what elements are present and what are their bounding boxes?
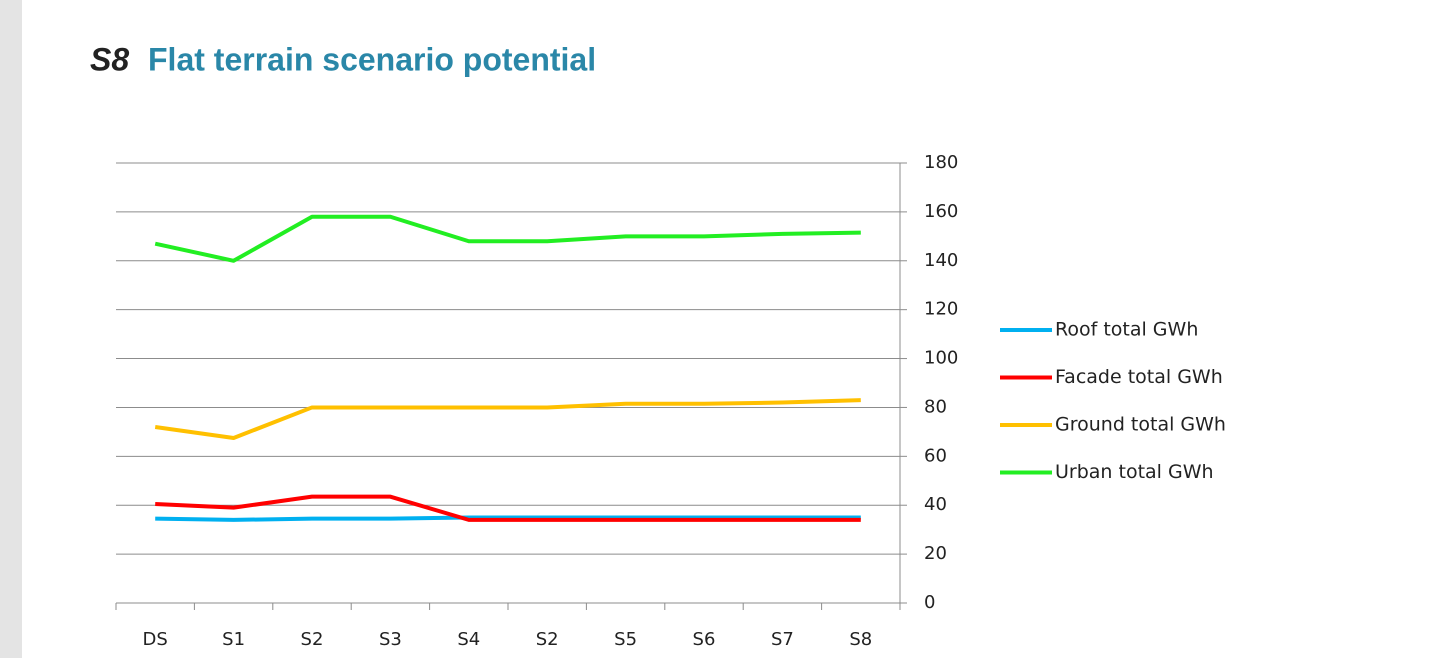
y-tick-label: 140 bbox=[924, 250, 958, 271]
x-tick-label: S4 bbox=[457, 629, 480, 650]
legend-label: Ground total GWh bbox=[1055, 414, 1226, 436]
legend-label: Roof total GWh bbox=[1055, 319, 1198, 341]
x-tick-label: S3 bbox=[379, 629, 402, 650]
x-tick-label: S2 bbox=[301, 629, 324, 650]
series-line bbox=[155, 400, 861, 438]
x-tick-label: S5 bbox=[614, 629, 637, 650]
y-tick-label: 80 bbox=[924, 396, 947, 417]
y-tick-label: 180 bbox=[924, 152, 958, 173]
y-tick-label: 60 bbox=[924, 445, 947, 466]
series-line bbox=[155, 217, 861, 261]
legend-label: Facade total GWh bbox=[1055, 366, 1223, 388]
x-tick-label: S6 bbox=[693, 629, 716, 650]
y-tick-label: 100 bbox=[924, 348, 958, 369]
page: S8 Flat terrain scenario potential 0 20 40… bbox=[0, 0, 1451, 658]
y-tick-label: 0 bbox=[924, 592, 935, 613]
y-tick-label: 160 bbox=[924, 201, 958, 222]
slide: S8 Flat terrain scenario potential 0 20 40… bbox=[0, 0, 1451, 658]
x-tick-label: S7 bbox=[771, 629, 794, 650]
x-tick-label: DS bbox=[143, 629, 168, 650]
y-tick-label: 40 bbox=[924, 494, 947, 515]
legend-label: Urban total GWh bbox=[1055, 461, 1214, 483]
side-strip bbox=[0, 0, 22, 658]
x-tick-label: S1 bbox=[222, 629, 245, 650]
y-tick-label: 120 bbox=[924, 299, 958, 320]
slide-tag: S8 bbox=[90, 41, 129, 77]
y-tick-label: 20 bbox=[924, 543, 947, 564]
slide-title: Flat terrain scenario potential bbox=[148, 41, 596, 77]
x-tick-label: S8 bbox=[849, 629, 872, 650]
x-tick-label: S2 bbox=[536, 629, 559, 650]
